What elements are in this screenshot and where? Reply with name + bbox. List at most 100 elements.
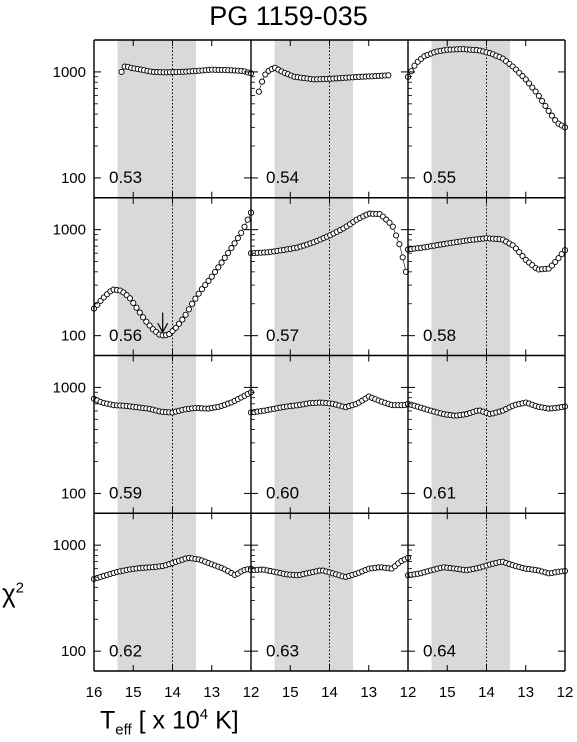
x-axis-label: Teff [ x 104 K] [100,706,239,738]
panel-label: 0.60 [266,484,299,503]
data-point [179,316,186,323]
data-point [255,88,262,95]
data-point [396,241,403,248]
data-point [238,229,245,236]
data-point [225,249,232,257]
data-point [555,255,562,262]
x-tick-label: 12 [243,684,260,701]
data-point [140,314,147,321]
panel-label: 0.57 [266,326,299,345]
data-point [512,245,519,252]
shaded-band [117,513,197,671]
y-tick-label: 1000 [53,64,86,81]
data-point [548,112,555,119]
chart-title: PG 1159-035 [209,1,368,31]
shaded-band [117,355,197,514]
x-tick-label: 13 [517,684,534,701]
data-point [221,254,228,261]
y-axis-label: χ2 [2,578,24,609]
x-tick-label: 15 [439,684,456,701]
y-tick-label: 100 [61,328,86,345]
data-point [189,300,196,307]
data-point [175,320,183,327]
data-point [241,223,248,230]
data-point [535,92,542,99]
data-point [192,295,199,302]
data-point [185,306,192,313]
y-tick-label: 100 [61,170,86,187]
x-tick-label: 15 [125,684,142,701]
data-point [218,259,225,266]
x-axis-label-main: T [100,706,116,735]
data-point [143,318,150,325]
data-point [172,324,179,331]
data-point [411,62,418,69]
y-tick-label: 1000 [53,537,86,554]
y-tick-label: 100 [61,485,86,502]
panel-label: 0.61 [423,484,456,503]
x-tick-label: 14 [164,684,181,701]
shaded-band [274,40,354,198]
data-point [389,223,396,230]
data-point [529,84,536,91]
shaded-band [274,355,354,514]
x-tick-label: 12 [400,684,417,701]
data-point [231,240,238,247]
data-point [146,322,153,329]
x-tick-label: 14 [321,684,338,701]
x-tick-label: 13 [360,684,377,701]
x-axis-label-mid: [ x 10 [131,706,200,735]
data-point [408,68,415,75]
data-point [198,286,205,293]
y-tick-label: 1000 [53,379,86,396]
y-tick-label: 1000 [53,222,86,239]
shaded-band [431,513,511,671]
data-point [542,102,549,109]
data-point [244,216,251,223]
panel-label: 0.64 [423,641,456,660]
panel-label: 0.59 [109,484,142,503]
data-point [393,232,400,239]
data-point [208,273,215,280]
data-point [126,295,134,302]
data-point [182,311,189,318]
panel-label: 0.58 [423,326,456,345]
data-point [516,249,523,256]
data-point [519,252,526,260]
y-axis-label-symbol: χ [2,578,16,608]
panel-label: 0.56 [109,326,142,345]
panel-label: 0.63 [266,641,299,660]
data-point [552,258,559,266]
x-tick-label: 15 [282,684,299,701]
panel-label: 0.55 [423,168,456,187]
shaded-band [431,197,511,356]
x-tick-label: 14 [478,684,495,701]
y-tick-label: 100 [61,643,86,660]
data-point [136,309,143,316]
data-point [385,72,392,79]
data-point [259,78,266,85]
data-point [205,277,212,284]
data-point [545,107,552,114]
shaded-band [431,355,511,514]
data-point [195,290,202,297]
data-point [130,299,137,307]
shaded-band [431,40,511,198]
data-point [234,235,241,242]
data-point [202,281,209,289]
x-axis-label-end: K] [208,706,239,735]
data-point [522,76,529,83]
x-axis-label-sub: eff [115,721,132,739]
y-axis-label-exponent: 2 [15,579,24,597]
panel-label: 0.54 [266,168,299,187]
data-point [215,264,222,271]
shaded-band [274,513,354,671]
data-point [211,268,219,276]
data-point [532,88,539,95]
data-point [228,245,235,252]
arrow-head [157,322,169,334]
x-tick-label: 16 [86,684,103,701]
data-point [399,254,406,261]
data-point [386,219,393,226]
